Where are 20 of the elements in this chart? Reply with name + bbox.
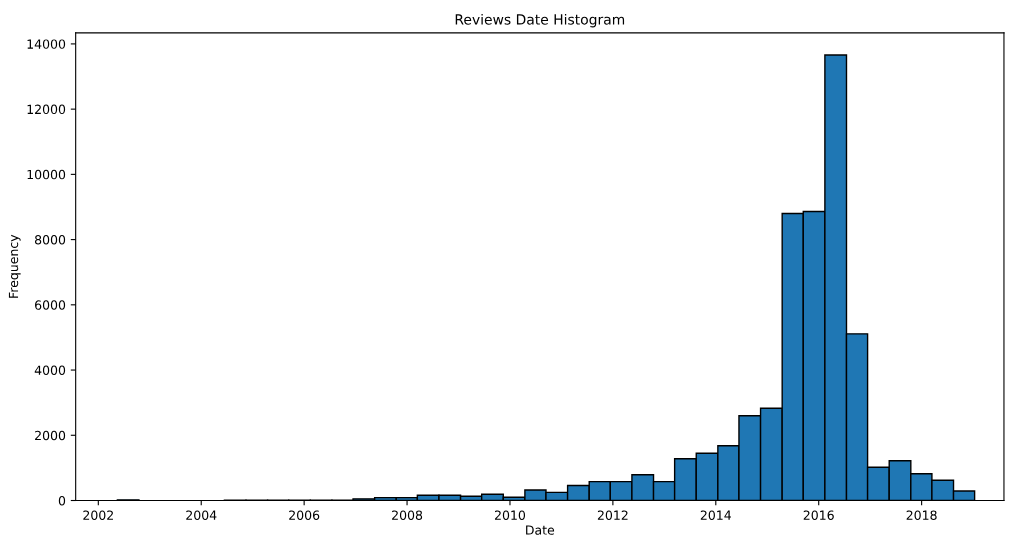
x-tick-label: 2008: [392, 510, 423, 520]
x-tick-label: 2002: [83, 510, 113, 520]
y-tick-label: 0: [58, 495, 66, 506]
y-tick-label: 14000: [27, 39, 66, 49]
x-axis-title: Date: [526, 525, 555, 535]
y-tick-label: 2000: [35, 430, 66, 441]
chart-title: Reviews Date Histogram: [455, 13, 625, 28]
y-tick-label: 6000: [35, 300, 66, 310]
x-tick-label: 2012: [597, 510, 628, 520]
x-tick-label: 2016: [803, 510, 834, 520]
y-tick-label: 8000: [34, 235, 66, 245]
x-tick-label: 2010: [494, 510, 526, 520]
y-axis-title: Frequency: [8, 234, 21, 298]
x-tick-label: 2018: [906, 510, 937, 520]
y-tick-label: 12000: [27, 104, 66, 115]
x-tick-label: 2004: [186, 510, 217, 520]
x-tick-label: 2006: [289, 510, 320, 520]
x-tick-label: 2014: [700, 510, 731, 520]
y-tick-label: 10000: [27, 169, 66, 180]
y-tick-label: 4000: [34, 365, 66, 375]
